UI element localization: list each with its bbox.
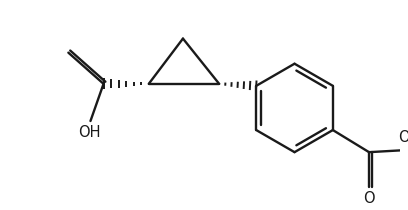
Text: O: O [363,191,375,206]
Text: OH: OH [78,125,101,140]
Text: O: O [398,130,408,145]
